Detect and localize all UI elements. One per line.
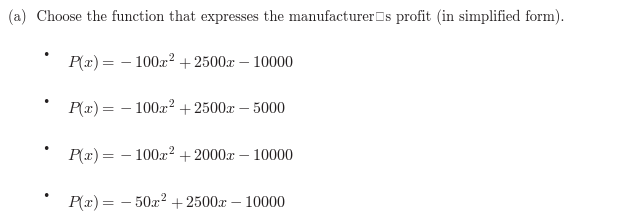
Text: •: • (42, 96, 50, 109)
Text: $P(x) = -50x^2 + 2500x - 10000$: $P(x) = -50x^2 + 2500x - 10000$ (67, 192, 286, 213)
Text: $P(x) = -100x^2 + 2000x - 10000$: $P(x) = -100x^2 + 2000x - 10000$ (67, 145, 294, 167)
Text: (a)  Choose the function that expresses the manufacturer’s profit (in simplified: (a) Choose the function that expresses t… (8, 9, 564, 24)
Text: $P(x) = -100x^2 + 2500x - 5000$: $P(x) = -100x^2 + 2500x - 5000$ (67, 98, 286, 120)
Text: $P(x) = -100x^2 + 2500x - 10000$: $P(x) = -100x^2 + 2500x - 10000$ (67, 51, 294, 73)
Text: •: • (42, 143, 50, 156)
Text: •: • (42, 49, 50, 62)
Text: •: • (42, 190, 50, 203)
